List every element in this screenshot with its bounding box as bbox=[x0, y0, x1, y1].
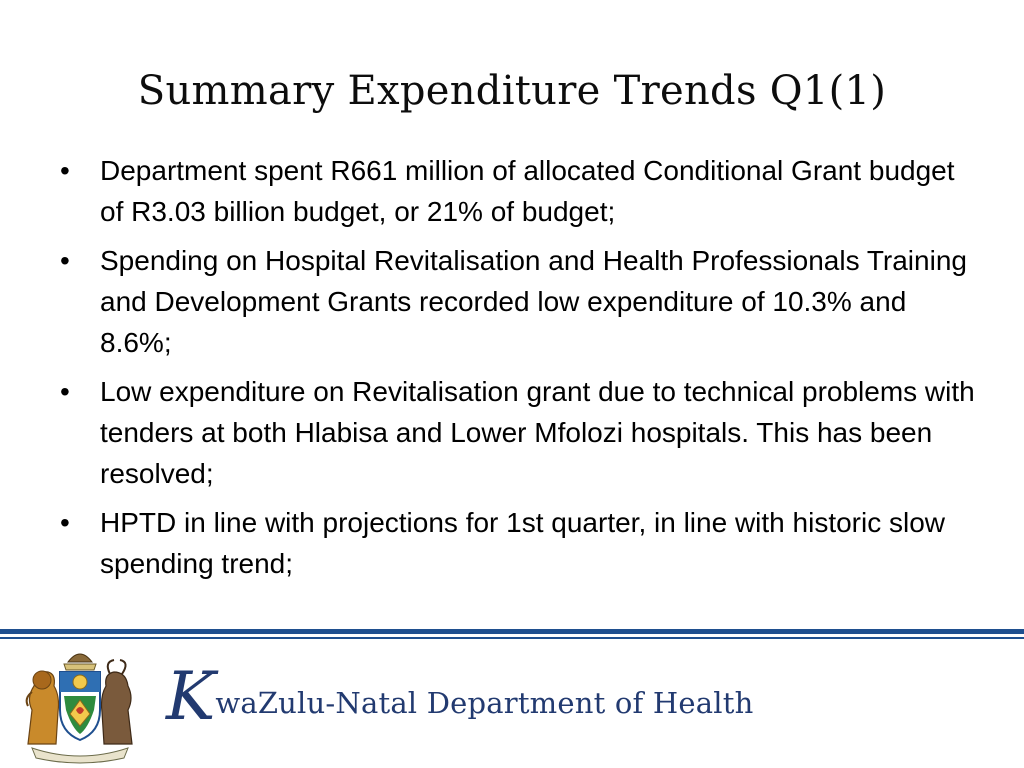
bullet-text: Low expenditure on Revitalisation grant … bbox=[100, 376, 975, 489]
bullet-marker: • bbox=[60, 507, 70, 538]
slide-title: Summary Expenditure Trends Q1(1) bbox=[137, 68, 887, 114]
kzn-coat-of-arms-icon bbox=[25, 653, 133, 764]
bullet-marker: • bbox=[60, 155, 70, 186]
bullet-text: Department spent R661 million of allocat… bbox=[100, 155, 955, 227]
bullet-text: Spending on Hospital Revitalisation and … bbox=[100, 245, 967, 358]
department-brand: KwaZulu-Natal Department of Health bbox=[166, 662, 753, 738]
bullet-text: HPTD in line with projections for 1st qu… bbox=[100, 507, 946, 579]
footer-divider-thin bbox=[0, 637, 1024, 639]
footer-divider-thick bbox=[0, 629, 1024, 634]
bullet-marker: • bbox=[60, 245, 70, 276]
brand-initial: K bbox=[166, 658, 216, 735]
bullet-item: • HPTD in line with projections for 1st … bbox=[56, 502, 976, 584]
footer: KwaZulu-Natal Department of Health bbox=[0, 640, 1024, 768]
bullet-item: • Spending on Hospital Revitalisation an… bbox=[56, 240, 976, 363]
bullet-list: • Department spent R661 million of alloc… bbox=[56, 150, 976, 592]
bullet-marker: • bbox=[60, 376, 70, 407]
bullet-item: • Low expenditure on Revitalisation gran… bbox=[56, 371, 976, 494]
bullet-item: • Department spent R661 million of alloc… bbox=[56, 150, 976, 232]
brand-name: waZulu-Natal Department of Health bbox=[215, 686, 754, 720]
